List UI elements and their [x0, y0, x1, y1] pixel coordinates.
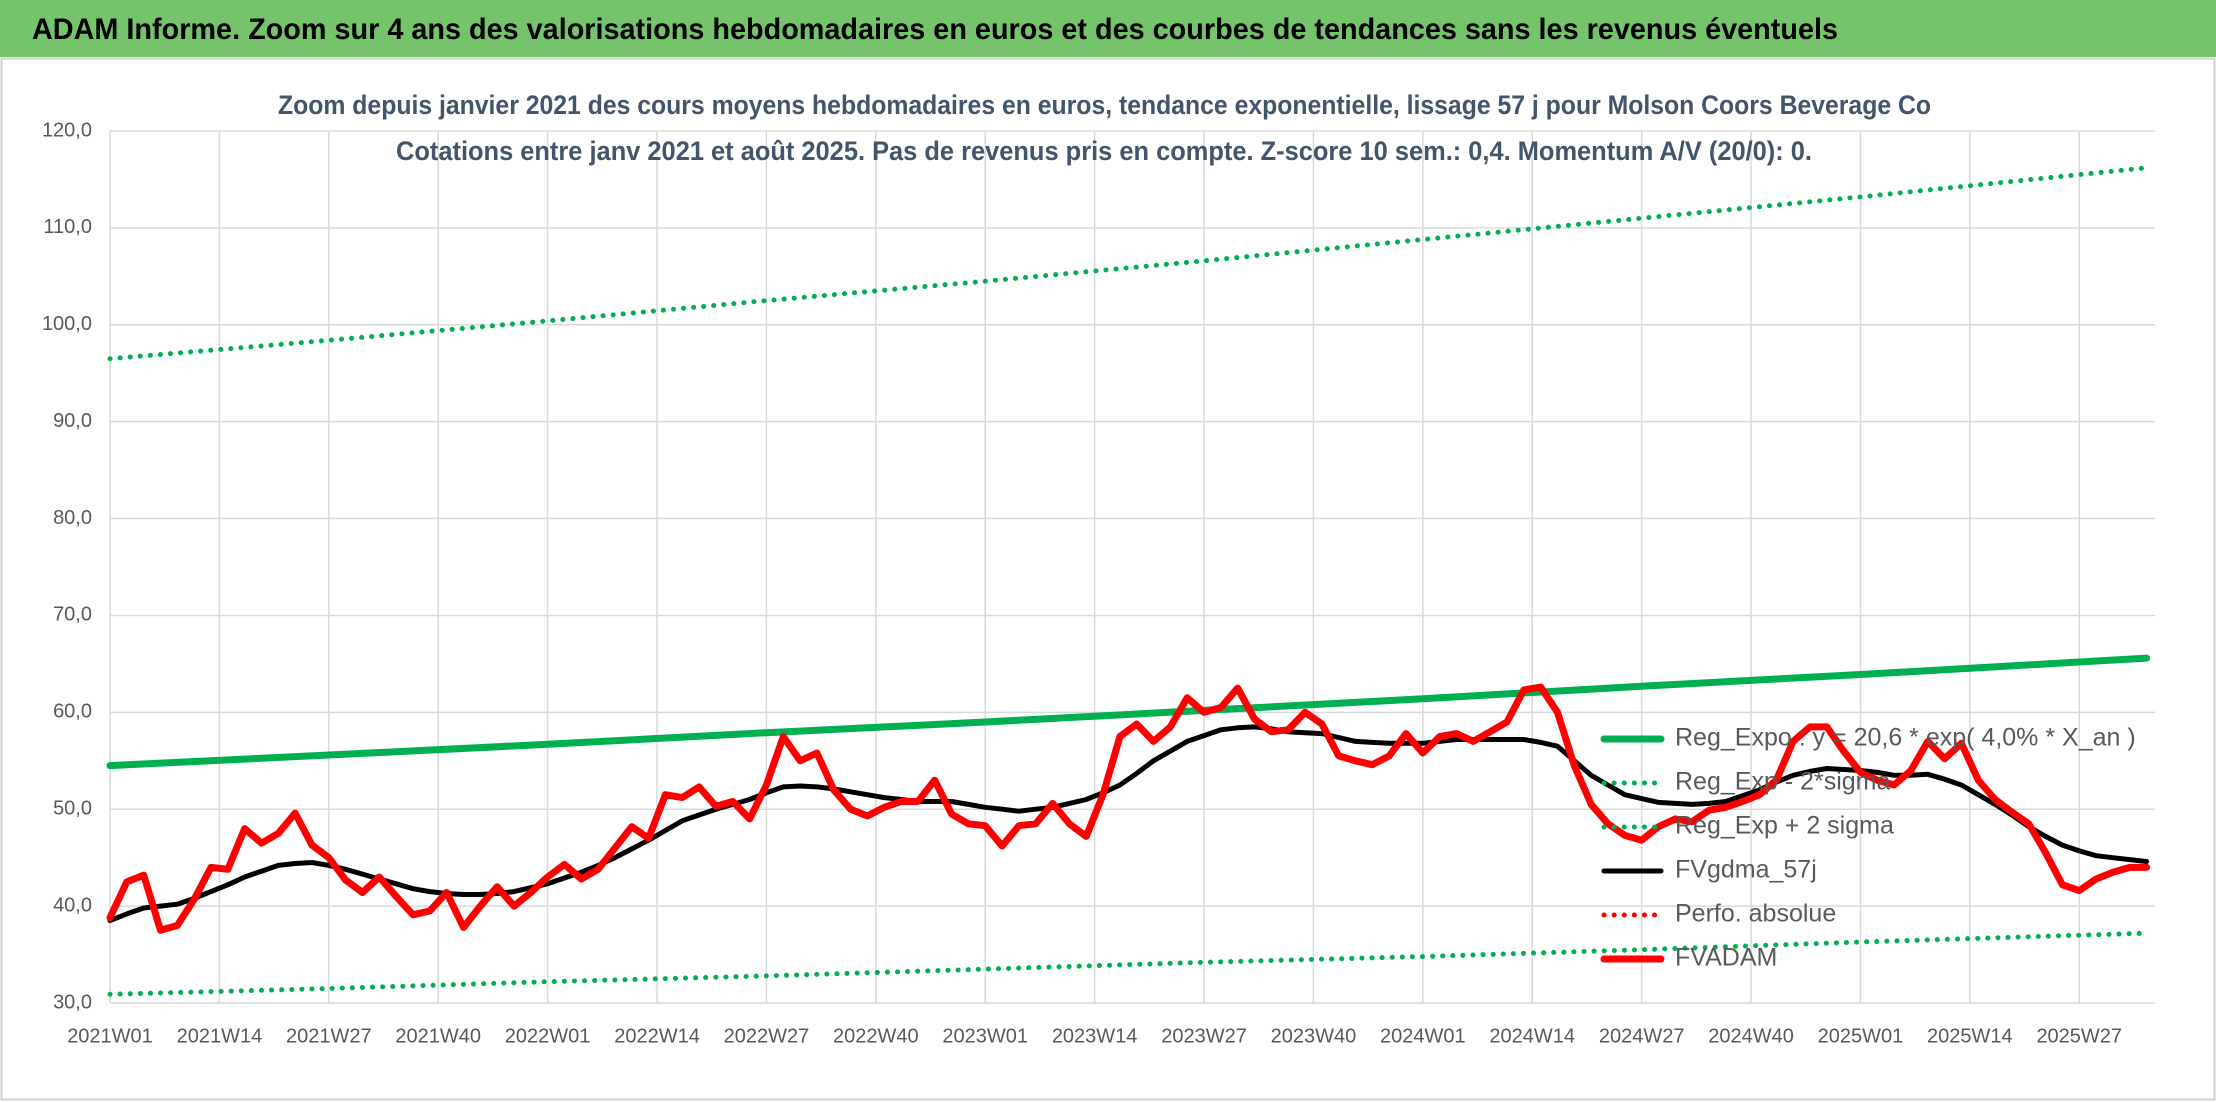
- chart-frame: [0, 57, 2216, 1101]
- x-tick-label: 2022W40: [833, 1025, 919, 1047]
- y-tick-label: 50,0: [53, 798, 92, 820]
- x-tick-label: 2024W14: [1489, 1025, 1575, 1047]
- y-tick-label: 30,0: [53, 991, 92, 1013]
- x-tick-label: 2024W40: [1708, 1025, 1794, 1047]
- legend-label: Reg_Exp - 2*sigma: [1675, 768, 1890, 796]
- legend-label: FVgdma_57j: [1675, 856, 1817, 884]
- series-line: [107, 930, 2150, 997]
- x-tick-label: 2022W01: [505, 1025, 591, 1047]
- x-tick-label: 2025W14: [1927, 1025, 2013, 1047]
- y-tick-label: 120,0: [42, 119, 92, 141]
- header-bar: [0, 0, 2216, 57]
- y-tick-label: 40,0: [53, 894, 92, 916]
- x-tick-label: 2023W40: [1271, 1025, 1357, 1047]
- x-tick-label: 2021W14: [177, 1025, 263, 1047]
- x-tick-label: 2023W01: [942, 1025, 1028, 1047]
- chart-subtitle: Cotations entre janv 2021 et août 2025. …: [396, 136, 1812, 166]
- x-tick-label: 2023W14: [1052, 1025, 1138, 1047]
- series-line: [107, 165, 2150, 362]
- series-line: [106, 683, 2151, 934]
- grid: [109, 88, 2155, 1004]
- x-tick-label: 2022W14: [614, 1025, 700, 1047]
- legend-label: FVADAM: [1675, 944, 1777, 972]
- y-tick-label: 90,0: [53, 410, 92, 432]
- x-tick-label: 2025W27: [2036, 1025, 2122, 1047]
- y-tick-label: 100,0: [42, 313, 92, 335]
- x-tick-label: 2023W27: [1161, 1025, 1247, 1047]
- legend-label: Reg_Expo : y = 20,6 * exp( 4,0% * X_an ): [1675, 724, 2136, 752]
- x-tick-label: 2022W27: [724, 1025, 810, 1047]
- header-title: ADAM Informe. Zoom sur 4 ans des valoris…: [32, 13, 1838, 46]
- x-tick-label: 2021W40: [395, 1025, 481, 1047]
- legend-label: Reg_Exp + 2 sigma: [1675, 812, 1894, 840]
- x-tick-label: 2021W27: [286, 1025, 372, 1047]
- y-tick-label: 60,0: [53, 701, 92, 723]
- y-tick-label: 70,0: [53, 604, 92, 626]
- chart-title: Zoom depuis janvier 2021 des cours moyen…: [278, 90, 1931, 120]
- y-tick-label: 110,0: [43, 216, 92, 238]
- legend-label: Perfo. absolue: [1675, 900, 1836, 928]
- y-tick-label: 80,0: [53, 507, 92, 529]
- x-tick-label: 2024W01: [1380, 1025, 1466, 1047]
- x-tick-label: 2025W01: [1818, 1025, 1904, 1047]
- x-tick-label: 2021W01: [67, 1025, 153, 1047]
- x-tick-label: 2024W27: [1599, 1025, 1685, 1047]
